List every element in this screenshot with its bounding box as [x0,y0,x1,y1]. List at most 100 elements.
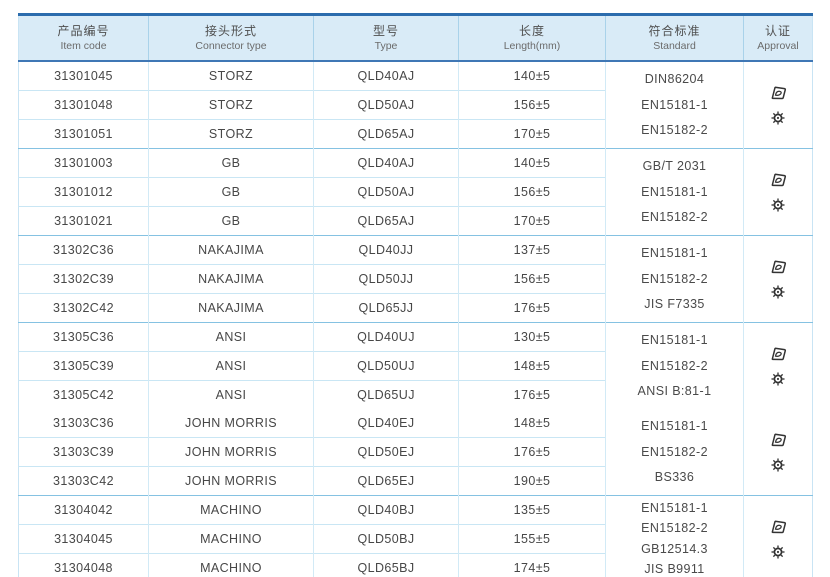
table-row: 31301012 GB QLD50AJ 156±5 [18,177,813,207]
column-header-en-label: Connector type [195,40,267,52]
approval-stamp-icon [771,433,787,447]
standards-cell: EN15181-1 EN15182-2 BS336 [605,409,744,496]
column-header-en-label: Item code [60,40,107,52]
length-cell: 140±5 [458,61,606,91]
item-code-cell: 31303C36 [53,416,114,430]
table-row: 31305C42 ANSI QLD65UJ 176±5 [18,380,813,409]
item-code-cell: 31301021 [18,206,149,236]
column-header-zh-label: 符合标准 [648,24,701,38]
connector-type-cell: STORZ [148,119,314,149]
column-header-en-label: Length(mm) [503,40,561,52]
standard-line: EN15181-1 [641,501,708,516]
standard-line: JIS F7335 [644,296,705,311]
item-code-cell: 31301012 [18,177,149,207]
type-cell: QLD50AJ [313,90,459,120]
approval-stamp-icon [771,260,787,274]
connector-type-cell: JOHN MORRIS [148,466,314,496]
type-cell: QLD40JJ [313,235,459,265]
length-cell: 140±5 [458,148,606,178]
column-header-en-label: Standard [653,40,696,52]
item-code-cell: 31301051 [18,119,149,149]
connector-type-cell: NAKAJIMA [148,293,314,323]
standard-line: EN15181-1 [641,246,708,261]
type-cell: QLD50BJ [313,524,459,554]
approval-cell [743,235,813,323]
connector-type-cell: NAKAJIMA [148,264,314,294]
connector-type-cell: GB [148,177,314,207]
connector-type-cell: STORZ [148,61,314,91]
table-row: 31301048 STORZ QLD50AJ 156±5 [18,90,813,120]
standard-line: EN15182-2 [641,358,708,373]
table-row: 31305C36 ANSI QLD40UJ 130±5 EN15181-1 EN15182… [18,322,813,409]
table-row: 31305C39 ANSI QLD50UJ 148±5 [18,351,813,381]
table-row: 31301045 STORZ QLD40AJ 140±5 DIN86204 EN15181… [19,61,813,149]
standard-line: EN15182-2 [641,271,708,286]
standard-line: BS336 [654,469,695,484]
standard-line: EN15182-2 [641,521,708,536]
type-cell: QLD50EJ [313,437,459,467]
length-cell: 148±5 [458,409,606,438]
item-code-cell: 31304045 [18,524,149,554]
standard-line: GB/T 2031 [642,159,707,174]
column-header-zh-label: 产品编号 [57,24,110,38]
column-header-approval: 认证 Approval [743,14,813,62]
wheelmark-icon [771,545,785,559]
standards-list: EN15181-1 EN15182-2 GB12514.3 JIS B9911 [606,496,743,577]
connector-type-cell: ANSI [148,351,314,381]
length-cell: 155±5 [458,524,606,554]
column-header-standard: 符合标准 Standard [605,14,744,62]
table-row: 31302C36 NAKAJIMA QLD40JJ 137±5 EN15181-1 EN1… [18,235,813,323]
table-header: 产品编号 Item code 接头形式 Connector type 型号 Type 长度 L… [18,14,813,62]
connector-type-cell: ANSI [148,380,314,409]
type-cell: QLD40EJ [313,409,459,438]
type-cell: QLD65UJ [313,380,459,409]
column-header-zh-label: 型号 [372,24,399,38]
item-code-cell: 31305C36 [18,322,149,352]
table-row: 31303C39 JOHN MORRIS QLD50EJ 176±5 [18,437,813,467]
standards-cell: DIN86204 EN15181-1 EN15182-2 [605,61,744,149]
column-header-length-mm: 长度 Length(mm) [458,14,606,62]
connector-type-cell: GB [148,206,314,236]
item-code-cell: 31305C42 [18,380,149,409]
standards-list: DIN86204 EN15181-1 EN15182-2 [606,62,743,148]
item-code-cell: 31304042 [18,495,149,525]
item-code-cell: 31302C42 [18,293,149,323]
type-cell: QLD50UJ [313,351,459,381]
product-spec-table: 产品编号 Item code 接头形式 Connector type 型号 Type 长度 L… [18,13,813,577]
approval-stamp-icon [771,347,787,361]
length-cell: 137±5 [458,235,606,265]
type-cell: QLD40BJ [313,495,459,525]
standard-line: EN15181-1 [641,419,708,434]
column-header-zh-label: 长度 [518,24,545,38]
type-cell: QLD65EJ [313,466,459,496]
connector-type-cell: MACHINO [148,553,314,577]
length-cell: 176±5 [458,293,606,323]
item-code-cell: 31301048 [18,90,149,120]
type-cell: QLD65BJ [313,553,459,577]
item-code-cell: 31302C39 [18,264,149,294]
standard-line: GB12514.3 [641,541,708,556]
standards-cell: EN15181-1 EN15182-2 GB12514.3 JIS B9911 [605,495,744,577]
connector-type-cell: NAKAJIMA [148,235,314,265]
connector-type-cell: JOHN MORRIS [148,437,314,467]
standards-cell: EN15181-1 EN15182-2 ANSI B:81-1 [605,322,744,409]
connector-type-cell: MACHINO [148,495,314,525]
wheelmark-icon [771,458,785,472]
item-code-cell: 31303C42 [18,466,149,496]
standard-line: EN15182-2 [641,209,708,224]
standard-line: EN15181-1 [641,184,708,199]
item-code-cell: 31301003 [18,148,149,178]
table-row: 31303C42 JOHN MORRIS QLD65EJ 190±5 [18,466,813,496]
approval-icons [744,323,812,409]
length-cell: 156±5 [458,264,606,294]
item-code-cell: 31301045 [54,69,113,83]
table-row: 31304042 MACHINO QLD40BJ 135±5 EN15181-1 EN15… [18,495,813,577]
standards-cell: EN15181-1 EN15182-2 JIS F7335 [605,235,744,323]
wheelmark-icon [771,372,785,386]
length-cell: 170±5 [458,206,606,236]
connector-type-cell: STORZ [148,90,314,120]
length-cell: 190±5 [458,466,606,496]
approval-icons [744,149,812,235]
type-cell: QLD40AJ [313,61,459,91]
